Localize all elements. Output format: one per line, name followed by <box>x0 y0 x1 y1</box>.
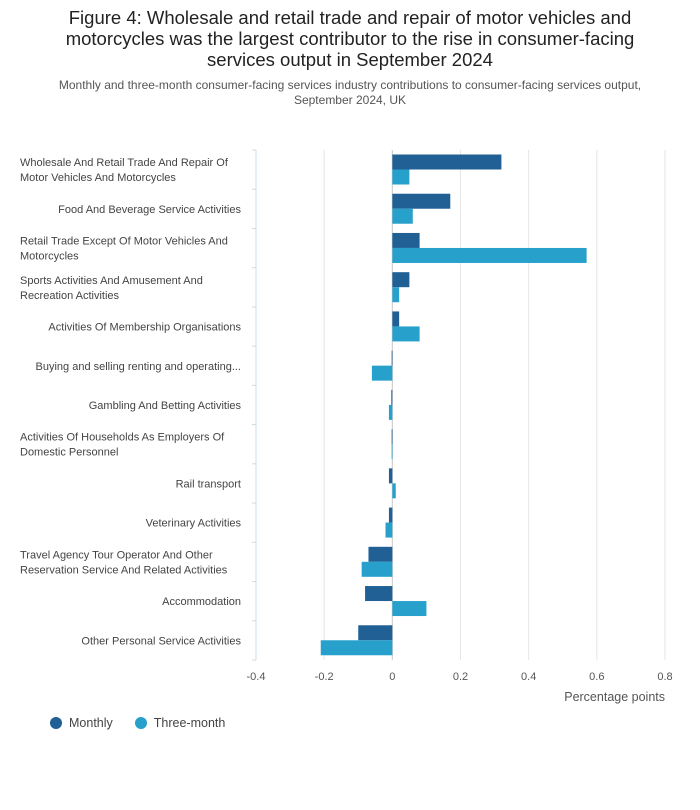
x-tick-label: 0 <box>389 671 395 683</box>
category-label: Activities Of Households As Employers Of… <box>20 432 225 459</box>
legend-label-monthly: Monthly <box>69 716 113 730</box>
bar-monthly <box>391 350 393 366</box>
bar-three-month <box>392 208 413 224</box>
category-label: Gambling And Betting Activities <box>89 400 242 412</box>
bar-three-month <box>392 483 396 499</box>
bar-monthly <box>365 586 393 602</box>
category-label: Other Personal Service Activities <box>81 635 241 647</box>
category-label: Activities Of Membership Organisations <box>48 322 241 334</box>
category-label-line: Sports Activities And Amusement And <box>20 275 203 287</box>
x-tick-label: 0.2 <box>453 671 468 683</box>
chart-subtitle: Monthly and three-month consumer-facing … <box>58 78 642 107</box>
bar-monthly <box>358 625 393 641</box>
category-label-line: Motor Vehicles And Motorcycles <box>20 172 176 184</box>
bar-monthly <box>392 311 400 327</box>
bar-monthly <box>392 272 410 288</box>
category-label-line: Travel Agency Tour Operator And Other <box>20 549 213 561</box>
bar-three-month <box>371 365 393 381</box>
chart-title: Figure 4: Wholesale and retail trade and… <box>65 7 635 70</box>
category-label: Travel Agency Tour Operator And Other Res… <box>20 549 228 576</box>
category-label-line: Activities Of Membership Organisations <box>48 322 241 334</box>
category-label: Wholesale And Retail Trade And Repair Of… <box>20 157 229 184</box>
bar-three-month <box>385 522 393 538</box>
bar-three-month <box>392 287 400 303</box>
category-label: Accommodation <box>162 596 241 608</box>
legend-swatch-three-month <box>134 717 147 729</box>
x-tick-label: 0.4 <box>521 671 536 683</box>
bar-monthly <box>392 154 502 170</box>
x-axis-label: Percentage points <box>564 690 665 704</box>
bar-three-month <box>361 561 393 577</box>
category-label: Veterinary Activities <box>146 518 242 530</box>
category-label-line: Veterinary Activities <box>146 518 242 530</box>
category-label: Buying and selling renting and operating… <box>36 361 241 373</box>
category-label: Retail Trade Except Of Motor Vehicles An… <box>20 236 228 263</box>
category-label-line: Food And Beverage Service Activities <box>58 204 241 216</box>
bar-monthly <box>392 232 420 248</box>
bar-monthly <box>392 193 451 209</box>
bar-monthly <box>368 546 393 562</box>
category-label-line: Wholesale And Retail Trade And Repair Of <box>20 157 229 169</box>
category-label-line: Accommodation <box>162 596 241 608</box>
x-tick-label: -0.4 <box>247 671 266 683</box>
category-label-line: Motorcycles <box>20 251 79 263</box>
category-label: Sports Activities And Amusement And Recre… <box>20 275 203 302</box>
category-label-line: Buying and selling renting and operating… <box>36 361 241 373</box>
category-label-line: Recreation Activities <box>20 290 120 302</box>
bar-monthly <box>388 507 393 523</box>
bar-monthly <box>391 429 393 445</box>
category-label-line: Reservation Service And Related Activiti… <box>20 564 228 576</box>
bar-monthly <box>391 389 393 405</box>
category-label-line: Other Personal Service Activities <box>81 635 241 647</box>
bar-three-month <box>392 326 420 342</box>
x-tick-label: -0.2 <box>315 671 334 683</box>
x-tick-label: 0.8 <box>657 671 672 683</box>
legend-label-three-month: Three-month <box>153 716 226 730</box>
category-label-line: Domestic Personnel <box>20 447 118 459</box>
x-tick-label: 0.6 <box>589 671 604 683</box>
legend-item-three-month[interactable]: Three-month <box>134 716 226 730</box>
bar-three-month <box>392 169 410 185</box>
category-label-line: Activities Of Households As Employers Of <box>20 432 225 444</box>
category-label: Food And Beverage Service Activities <box>58 204 241 216</box>
chart-legend: Monthly Three-month <box>50 716 225 730</box>
legend-swatch-monthly <box>50 717 62 729</box>
category-label: Rail transport <box>176 478 241 490</box>
bar-three-month <box>388 404 393 420</box>
legend-item-monthly[interactable]: Monthly <box>50 716 113 730</box>
category-label-line: Rail transport <box>176 478 241 490</box>
bar-three-month <box>391 444 393 460</box>
category-label-line: Gambling And Betting Activities <box>89 400 242 412</box>
category-label-line: Retail Trade Except Of Motor Vehicles An… <box>20 236 228 248</box>
bar-three-month <box>392 601 427 617</box>
bar-three-month <box>392 247 587 263</box>
bar-three-month <box>320 640 393 656</box>
bar-monthly <box>388 468 393 484</box>
